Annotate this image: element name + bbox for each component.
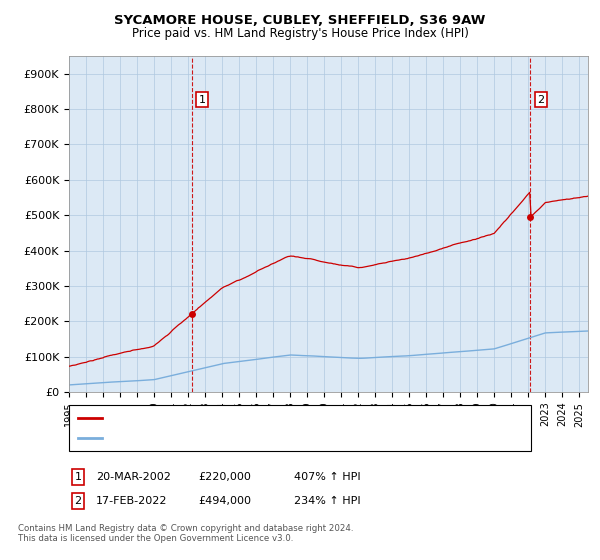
Text: 1: 1	[199, 95, 206, 105]
Text: 2: 2	[74, 496, 82, 506]
Text: 20-MAR-2002: 20-MAR-2002	[96, 472, 171, 482]
Text: HPI: Average price, semi-detached house, Barnsley: HPI: Average price, semi-detached house,…	[105, 433, 355, 443]
Text: £494,000: £494,000	[198, 496, 251, 506]
Text: £220,000: £220,000	[198, 472, 251, 482]
Text: Price paid vs. HM Land Registry's House Price Index (HPI): Price paid vs. HM Land Registry's House …	[131, 27, 469, 40]
Text: 234% ↑ HPI: 234% ↑ HPI	[294, 496, 361, 506]
Text: 407% ↑ HPI: 407% ↑ HPI	[294, 472, 361, 482]
Text: SYCAMORE HOUSE, CUBLEY, SHEFFIELD, S36 9AW: SYCAMORE HOUSE, CUBLEY, SHEFFIELD, S36 9…	[115, 14, 485, 27]
Text: 2: 2	[537, 95, 544, 105]
Text: Contains HM Land Registry data © Crown copyright and database right 2024.
This d: Contains HM Land Registry data © Crown c…	[18, 524, 353, 543]
Text: 1: 1	[74, 472, 82, 482]
Text: SYCAMORE HOUSE, CUBLEY, SHEFFIELD, S36 9AW (semi-detached house): SYCAMORE HOUSE, CUBLEY, SHEFFIELD, S36 9…	[105, 413, 466, 423]
Text: 17-FEB-2022: 17-FEB-2022	[96, 496, 167, 506]
